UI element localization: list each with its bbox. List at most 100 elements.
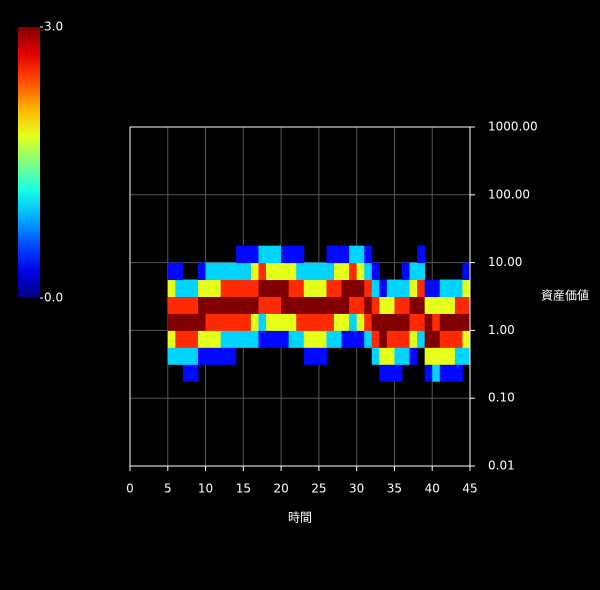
heat-cell — [447, 364, 456, 382]
heat-cell — [288, 330, 297, 348]
x-tick-label: 35 — [387, 482, 402, 496]
heat-cell — [462, 313, 471, 331]
heat-cell — [454, 313, 463, 331]
heat-cell — [386, 296, 395, 314]
heat-cell — [296, 381, 304, 398]
heat-cell — [258, 330, 267, 348]
heat-cell — [357, 347, 365, 364]
heat-cell — [235, 262, 244, 281]
heat-cell — [311, 296, 320, 314]
heat-cell — [356, 330, 365, 348]
heat-cell — [440, 381, 448, 398]
heat-cell — [198, 330, 207, 348]
heat-cell — [326, 381, 334, 398]
heat-cell — [266, 279, 275, 298]
heat-cell — [175, 279, 184, 298]
heat-cell — [182, 330, 191, 348]
heat-cell — [190, 347, 199, 365]
heat-cell — [311, 381, 319, 398]
heat-cell — [167, 262, 176, 281]
heat-cell — [410, 246, 418, 263]
heat-cell — [182, 347, 191, 365]
y-tick-label: 1.00 — [488, 323, 515, 337]
heat-cell — [371, 262, 380, 281]
heat-cell — [319, 246, 327, 263]
heat-cell — [288, 245, 297, 264]
heat-cell — [311, 313, 320, 331]
heat-cell — [235, 330, 244, 348]
y-tick-label: 10.00 — [488, 255, 522, 269]
heat-cell — [318, 296, 327, 314]
heat-cell — [228, 296, 237, 314]
heat-cell — [364, 364, 372, 381]
heat-cell — [228, 364, 236, 381]
heat-cell — [273, 330, 282, 348]
heat-cell — [250, 296, 259, 314]
heat-cell — [258, 262, 267, 281]
heat-cell — [455, 263, 463, 280]
x-tick-label: 5 — [164, 482, 172, 496]
heat-cell — [175, 364, 183, 381]
heat-cell — [379, 296, 388, 314]
heat-cell — [213, 262, 222, 281]
heat-cell — [394, 347, 403, 365]
heat-cell — [372, 246, 380, 263]
x-tick-label: 20 — [273, 482, 288, 496]
heat-cell — [303, 347, 312, 365]
heat-cell — [175, 347, 184, 365]
heat-cell — [372, 381, 380, 398]
heat-cell — [243, 313, 252, 331]
heat-cell — [190, 296, 199, 314]
heat-cell — [424, 364, 433, 382]
heat-cell — [183, 246, 191, 263]
heat-cell — [424, 313, 433, 331]
heat-cell — [213, 347, 222, 365]
heat-cell — [235, 279, 244, 298]
heat-cell — [250, 245, 259, 264]
heat-cell — [394, 330, 403, 348]
heat-cell — [304, 246, 312, 263]
heat-cell — [206, 364, 214, 381]
heat-cell — [198, 347, 207, 365]
heat-cell — [424, 296, 433, 314]
y-tick-label: 0.10 — [488, 391, 515, 405]
heat-cell — [342, 381, 350, 398]
heat-cell — [454, 279, 463, 298]
x-tick-label: 25 — [311, 482, 326, 496]
heat-cell — [228, 330, 237, 348]
heat-cell — [183, 381, 191, 398]
x-tick-label: 0 — [126, 482, 134, 496]
heat-cell — [198, 313, 207, 331]
heat-cell — [175, 246, 183, 263]
heat-cell — [182, 364, 191, 382]
heat-cell — [356, 245, 365, 264]
heat-cell — [364, 347, 372, 364]
heat-cell — [386, 330, 395, 348]
heat-cell — [220, 330, 229, 348]
heat-cell — [251, 347, 259, 364]
heat-cell — [379, 263, 387, 280]
plot-frame — [129, 126, 471, 467]
heat-cell — [266, 364, 274, 381]
heat-cell — [228, 246, 236, 263]
heat-cell — [356, 279, 365, 298]
heat-cell — [251, 364, 259, 381]
heat-cell — [447, 279, 456, 298]
heat-cell — [447, 296, 456, 314]
heat-cell — [235, 296, 244, 314]
heat-cell — [386, 313, 395, 331]
heat-cell — [281, 313, 290, 331]
heat-cell — [402, 262, 411, 281]
heat-cell — [236, 364, 244, 381]
heat-cell — [326, 364, 334, 381]
heat-cell — [447, 246, 455, 263]
heat-cell — [198, 279, 207, 298]
heat-cell — [349, 245, 358, 264]
heat-cell — [371, 313, 380, 331]
heat-cell — [182, 296, 191, 314]
heat-cell — [372, 364, 380, 381]
heat-cell — [454, 347, 463, 365]
heat-cell — [213, 381, 221, 398]
heat-cell — [228, 313, 237, 331]
heat-cell — [205, 296, 214, 314]
